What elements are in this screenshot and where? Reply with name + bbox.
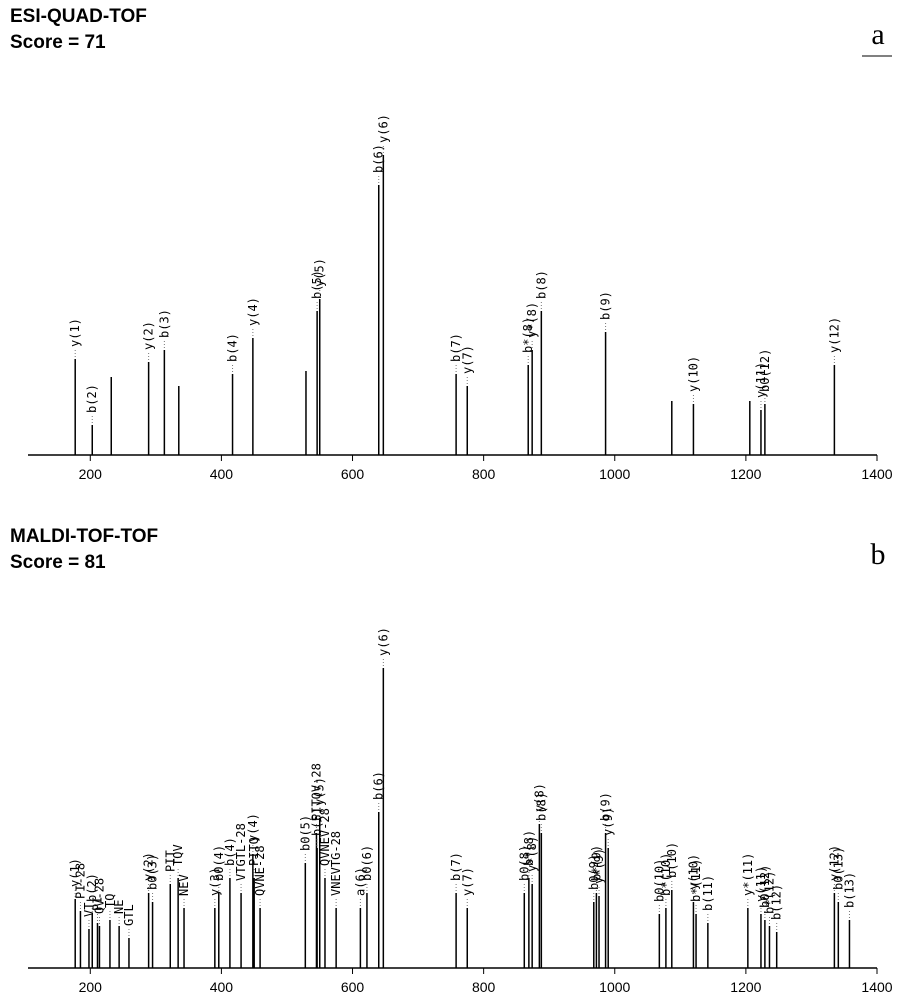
x-tick-label: 1000 [599,466,630,482]
panel-title: MALDI-TOF-TOF [10,526,158,547]
peak-label: b0(4) [212,845,226,881]
peak-label: b(2) [85,384,99,413]
peak-label: y(5) [313,258,327,287]
peak-label: b*(8) [521,317,535,353]
peak-label: b*(12) [762,871,776,914]
peak-label: y(11) [754,362,768,398]
peak-label: y(4) [246,813,260,842]
x-tick-label: 800 [472,979,496,995]
peak-label: PITQV-28 [309,763,323,821]
peak-label: b(2) [85,873,99,902]
peak-label: y*(8) [525,836,539,872]
peak-label: b(11) [701,875,715,911]
peak-label: b0(5) [298,815,312,851]
peak-label: y(3) [208,867,222,896]
peak-label: b0(13) [831,847,845,890]
peak-label: y(10) [686,854,700,890]
peak-label: b0(12) [758,349,772,392]
panel-label: a [871,18,884,51]
peak-label: b(8) [534,792,548,821]
peak-label: y(1) [68,318,82,347]
peak-label: b(6) [372,144,386,173]
x-tick-label: 1400 [861,466,892,482]
peak-label: PIT [163,850,177,872]
peak-label: b(5) [310,807,324,836]
peak-label: y(8) [532,783,546,812]
peak-label: y*(11) [741,853,755,896]
peak-label: y(6) [376,627,390,656]
x-tick-label: 400 [210,466,234,482]
peak-label: b(12) [770,884,784,920]
x-tick-label: 600 [341,979,365,995]
peak-label: b0(3) [146,854,160,890]
peak-label: VNEVTG-28 [329,831,343,896]
peak-label: b(9) [599,291,613,320]
peak-label: b(3) [157,309,171,338]
peak-label: b(13) [842,872,856,908]
peak-label: y(2) [142,852,156,881]
peak-label: y(5) [313,777,327,806]
peak-label: a(6) [353,867,367,896]
peak-label: NEV [177,874,191,896]
peak-label: b0(8) [517,845,531,881]
peak-label: y(9) [601,807,615,836]
x-tick-label: 600 [341,466,365,482]
peak-label: b(8) [534,270,548,299]
peak-label: b0(6) [360,845,374,881]
peak-label: b(9) [599,792,613,821]
peak-label: QVNEV-28 [318,808,332,866]
peak-label: y*(9) [592,848,606,884]
peak-label: PI [90,897,104,911]
x-tick-label: 1200 [730,466,761,482]
peak-label: b(10) [665,842,679,878]
peak-label: y*(8) [525,302,539,338]
peak-label: b*(10) [659,853,673,896]
x-tick-label: 200 [79,979,103,995]
x-tick-label: 200 [79,466,103,482]
peak-label: y(7) [460,345,474,374]
peak-label: b*(8) [522,830,536,866]
peak-label: y(11) [754,866,768,902]
x-tick-label: 800 [472,466,496,482]
peak-label: b(5) [310,270,324,299]
peak-label: b*(9) [589,845,603,881]
panel-title: ESI-QUAD-TOF [10,6,147,27]
peak-label: y(7) [460,867,474,896]
peak-label: y(10) [686,356,700,392]
peak-label: QV-28 [92,878,106,914]
x-tick-label: 400 [210,979,234,995]
x-tick-label: 1200 [730,979,761,995]
peak-label: b(7) [449,852,463,881]
peak-label: b(4) [223,837,237,866]
peak-label: b(4) [226,333,240,362]
peak-label: VTGTL-28 [234,823,248,881]
peak-label: b*(11) [689,859,703,902]
peak-label: y(6) [376,114,390,143]
peak-label: PITQ [247,837,261,866]
peak-label: NE [112,900,126,914]
peak-label: y(1) [68,858,82,887]
panel-subtitle: Score = 81 [10,552,106,573]
peak-label: b(7) [449,333,463,362]
peak-label: GTL [122,904,136,926]
peak-label: QVNE-28 [253,845,267,896]
x-tick-label: 1000 [599,979,630,995]
peak-label: b0(10) [652,859,666,902]
peak-label: TQ [103,894,117,908]
peak-label: VT [82,903,96,917]
panel-subtitle: Score = 71 [10,32,106,53]
peak-label: PI-28 [73,863,87,899]
panel-label: b [871,538,886,571]
peak-label: y(4) [246,297,260,326]
peak-label: b0(9) [587,854,601,890]
peak-label: TQV [171,844,185,866]
x-tick-label: 1400 [861,979,892,995]
peak-label: y(12) [827,317,841,353]
peak-label: y(2) [142,321,156,350]
peak-label: b0(12) [758,865,772,908]
peak-label: y(12) [827,845,841,881]
peak-label: b(6) [372,771,386,800]
